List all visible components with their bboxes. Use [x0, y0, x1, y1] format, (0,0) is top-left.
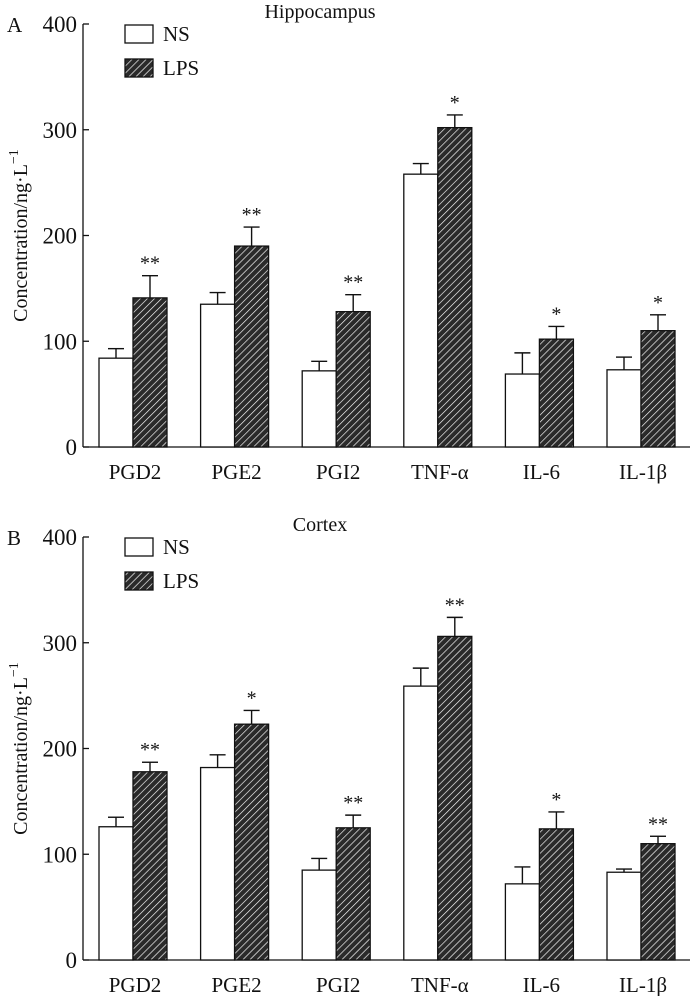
- significance-mark: **: [343, 272, 363, 294]
- x-tick-label: PGE2: [212, 973, 262, 996]
- y-axis-label-superscript: −1: [7, 149, 22, 164]
- x-tick-label: TNF-α: [411, 973, 469, 996]
- x-tick-label: IL-1β: [619, 460, 667, 484]
- legend-label-ns: NS: [163, 535, 190, 559]
- y-tick-label: 0: [66, 435, 78, 460]
- significance-mark: *: [247, 687, 257, 709]
- bar-ns: [606, 369, 642, 448]
- x-tick-label: PGD2: [109, 973, 162, 996]
- x-tick-label: IL-6: [523, 973, 560, 996]
- y-tick-label: 0: [66, 948, 78, 973]
- significance-mark: **: [445, 594, 465, 616]
- bar-lps: [437, 126, 473, 448]
- x-tick-label: PGE2: [212, 460, 262, 484]
- bar-lps: [538, 828, 575, 961]
- legend-label-lps: LPS: [163, 56, 199, 80]
- bar-lps: [335, 827, 371, 961]
- legend-swatch-ns: [124, 537, 154, 557]
- bar-ns: [199, 303, 236, 448]
- panel-a: 0 100 200 300 400 A Hippocampus Concentration/n…: [7, 1, 690, 484]
- x-tick-label: PGD2: [109, 460, 162, 484]
- legend-swatch-lps: [124, 571, 154, 591]
- bar-ns: [199, 766, 236, 961]
- x-tick-label: PGI2: [316, 973, 360, 996]
- significance-mark: **: [140, 253, 160, 275]
- bar-ns: [504, 373, 541, 448]
- y-tick-label: 300: [43, 631, 78, 656]
- bar-lps: [132, 297, 168, 448]
- x-tick-label: TNF-α: [411, 460, 469, 484]
- significance-mark: **: [343, 792, 363, 814]
- y-axis-label: Concentration/ng·L−1: [7, 149, 32, 322]
- y-axis-label-text: Concentration/ng·L: [10, 164, 32, 322]
- bar-lps: [132, 771, 168, 961]
- y-axis-label-text: Concentration/ng·L: [10, 677, 32, 835]
- significance-mark: **: [242, 204, 262, 226]
- y-tick-label: 300: [43, 118, 78, 143]
- bar-lps: [233, 723, 270, 961]
- panel-label: B: [7, 526, 21, 550]
- y-tick-label: 200: [43, 224, 78, 249]
- significance-mark: *: [551, 789, 561, 811]
- chart-title: Hippocampus: [264, 1, 375, 23]
- bar-lps: [233, 245, 270, 448]
- chart-title: Cortex: [293, 514, 347, 536]
- panel-b: 0 100 200 300 400 B Cortex Concentration/ng·L−1…: [7, 514, 690, 996]
- legend-label-ns: NS: [163, 22, 190, 46]
- bar-ns: [301, 370, 337, 448]
- y-tick-label: 400: [43, 12, 78, 37]
- bar-ns: [403, 685, 439, 961]
- significance-mark: **: [140, 739, 160, 761]
- bar-ns: [504, 883, 541, 961]
- bar-lps: [437, 635, 473, 961]
- bar-ns: [403, 173, 439, 448]
- bar-ns: [606, 871, 642, 961]
- bar-lps: [335, 310, 371, 448]
- bar-lps: [640, 843, 676, 961]
- significance-mark: **: [648, 813, 668, 835]
- y-tick-label: 400: [43, 525, 78, 550]
- bar-lps: [538, 338, 575, 448]
- bar-ns: [98, 357, 134, 448]
- bar-lps: [640, 330, 676, 448]
- y-tick-label: 100: [43, 329, 78, 354]
- significance-mark: *: [450, 92, 460, 114]
- x-tick-label: PGI2: [316, 460, 360, 484]
- legend-swatch-ns: [124, 24, 154, 44]
- significance-mark: *: [653, 292, 663, 314]
- y-axis-label: Concentration/ng·L−1: [7, 662, 32, 835]
- panel-label: A: [7, 13, 23, 37]
- y-tick-label: 100: [43, 842, 78, 867]
- bar-ns: [301, 869, 337, 961]
- y-tick-label: 200: [43, 737, 78, 762]
- y-axis-label-superscript: −1: [7, 662, 22, 677]
- legend-label-lps: LPS: [163, 569, 199, 593]
- x-tick-label: IL-6: [523, 460, 560, 484]
- legend-swatch-lps: [124, 58, 154, 78]
- x-tick-label: IL-1β: [619, 973, 667, 996]
- bar-ns: [98, 826, 134, 961]
- significance-mark: *: [551, 303, 561, 325]
